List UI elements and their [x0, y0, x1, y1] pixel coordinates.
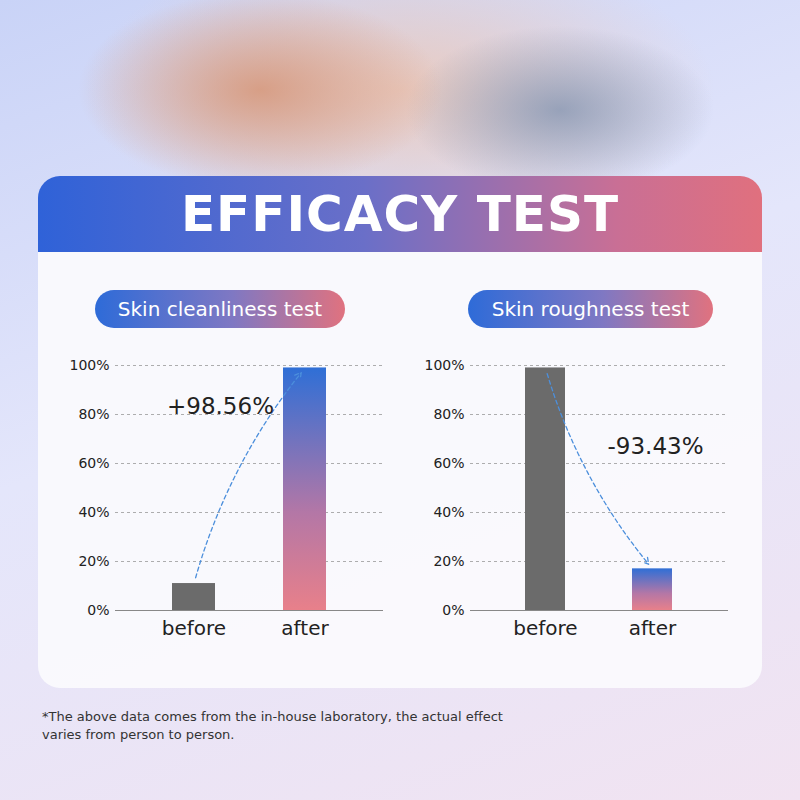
svg-text:+98.56%: +98.56%: [167, 393, 274, 419]
svg-text:80%: 80%: [78, 406, 109, 422]
svg-text:20%: 20%: [78, 553, 109, 569]
svg-text:40%: 40%: [433, 504, 464, 520]
svg-text:60%: 60%: [433, 455, 464, 471]
svg-text:0%: 0%: [87, 602, 109, 618]
html-text:*The above data comes from the: *The above data comes from the in-house …: [42, 709, 503, 742]
svg-text:after: after: [281, 616, 329, 640]
svg-text:before: before: [513, 616, 577, 640]
svg-text:after: after: [629, 616, 677, 640]
svg-text:-93.43%: -93.43%: [608, 433, 704, 459]
svg-text:60%: 60%: [78, 455, 109, 471]
html-text:EFFICACY TEST: EFFICACY TEST: [180, 185, 620, 243]
svg-text:100%: 100%: [424, 357, 464, 373]
svg-text:before: before: [162, 616, 226, 640]
svg-text:100%: 100%: [69, 357, 109, 373]
svg-text:0%: 0%: [442, 602, 464, 618]
svg-text:40%: 40%: [78, 504, 109, 520]
html-text:Skin cleanliness test: Skin cleanliness test: [117, 297, 323, 321]
svg-text:20%: 20%: [433, 553, 464, 569]
html-text:Skin roughness test: Skin roughness test: [491, 297, 690, 321]
svg-text:80%: 80%: [433, 406, 464, 422]
